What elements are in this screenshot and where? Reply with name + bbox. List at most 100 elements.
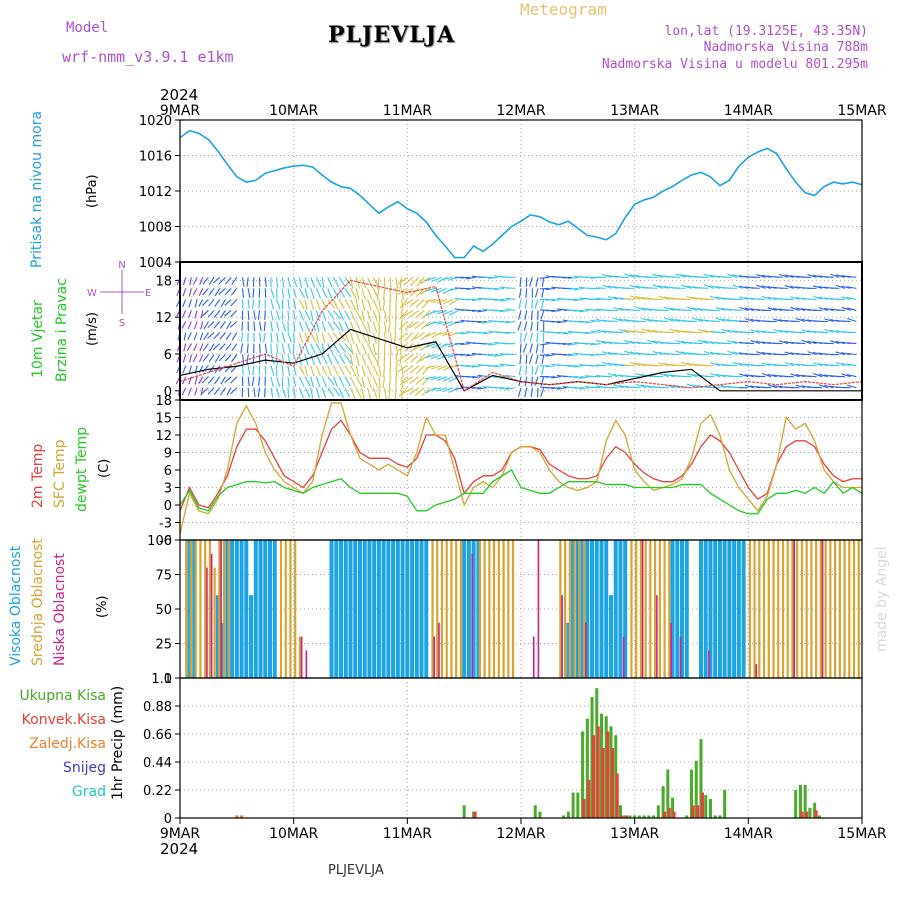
wind-barb: [721, 384, 732, 389]
wind-barb: [545, 287, 556, 291]
wind-barb: [415, 376, 425, 385]
cloud-mid-bar: [564, 540, 567, 678]
wind-barb: [824, 276, 834, 278]
wind-barb: [304, 288, 309, 300]
wind-barb: [382, 365, 386, 378]
wind-barb: [454, 320, 465, 324]
wind-barb: [252, 365, 255, 376]
cloud-high-bar: [698, 540, 703, 678]
precip-frz-bars: [235, 815, 244, 818]
wind-barb: [635, 296, 647, 300]
wind-barb: [841, 362, 851, 367]
cloud-high-bar: [362, 540, 367, 678]
wind-barb: [259, 332, 262, 343]
wind-barb: [430, 320, 442, 325]
wind-barb: [388, 310, 391, 323]
cloud-mid-bar: [838, 540, 841, 678]
wind-barb: [618, 318, 630, 323]
wind-barb: [220, 376, 226, 385]
wind-barb: [697, 329, 709, 334]
precip-total-bar: [794, 790, 798, 818]
wind-barb: [304, 299, 308, 311]
wind-barb: [726, 329, 738, 334]
precip-conv-bars: [473, 726, 818, 818]
wind-barb: [183, 332, 187, 341]
wind-barb: [596, 318, 607, 323]
cloud-high-bar: [741, 540, 746, 678]
cloud-low-bar: [300, 636, 303, 678]
cloud-mid-bar: [815, 540, 818, 678]
wind-barb: [505, 374, 516, 378]
panel-frame: [179, 677, 863, 819]
wind-barb: [531, 376, 533, 387]
wind-barb: [562, 331, 573, 335]
wind-barb: [784, 351, 794, 356]
pressure-unit-label: (hPa): [85, 174, 100, 208]
wind-barb: [812, 362, 823, 367]
wind-barb: [251, 376, 255, 387]
wind-barb: [321, 288, 328, 299]
wind-barb: [652, 340, 664, 345]
wind-barb: [607, 362, 618, 367]
wind-barb: [321, 332, 326, 344]
wind-barb: [276, 332, 279, 343]
wind-barb: [404, 321, 414, 331]
wind-barb: [416, 276, 425, 287]
bottom-date-label: 11MAR: [383, 826, 432, 842]
wind-barb: [270, 288, 275, 299]
wind-barb: [818, 363, 829, 367]
wind-barb: [524, 299, 528, 309]
wind-barb: [310, 288, 315, 299]
wind-barb: [709, 320, 720, 323]
wind-barb: [332, 354, 340, 365]
wind-barb: [384, 332, 386, 345]
wind-barb: [419, 354, 431, 362]
wind-barb: [355, 277, 360, 289]
wind-barb: [355, 299, 359, 311]
wind-barb: [756, 274, 766, 278]
wind-barb: [214, 365, 221, 374]
wind-barb: [287, 365, 291, 376]
wind-barb: [293, 310, 296, 321]
wind-barb: [778, 329, 789, 334]
wind-barb: [231, 343, 238, 352]
wind-barb: [389, 299, 391, 312]
wind-barb: [247, 376, 250, 387]
wind-barb: [613, 307, 624, 311]
wind-barb: [442, 298, 454, 305]
wind-barb: [395, 343, 399, 356]
cloud-mid-bar: [218, 540, 221, 678]
wind-barb: [436, 376, 448, 381]
wind-barb: [703, 329, 715, 334]
wind-barb: [349, 332, 355, 344]
precip-total-bar: [637, 815, 641, 818]
wind-barb: [182, 277, 187, 286]
wind-barb: [287, 288, 291, 299]
wind-barb: [344, 288, 352, 298]
wind-barb: [646, 329, 658, 334]
wind-barb: [562, 343, 573, 346]
cloud-high-bar: [272, 540, 277, 678]
wind-barb: [579, 309, 590, 313]
wind-barb: [355, 310, 363, 322]
wind-barb: [287, 343, 292, 354]
wind-barb: [394, 321, 397, 334]
wind-barb: [361, 376, 366, 389]
precip-legend-item: Grad: [72, 784, 106, 800]
wind-barb: [601, 274, 613, 278]
wind-barb: [251, 299, 255, 309]
wind-barb: [697, 287, 709, 289]
precip-conv-bar: [625, 815, 629, 818]
cloud-low-bar: [708, 650, 710, 678]
wind-barb: [389, 332, 393, 345]
wind-barb: [680, 351, 692, 356]
wind-barb: [367, 288, 373, 300]
cloud-high-bar: [234, 540, 239, 678]
wind-barb: [201, 376, 209, 384]
wind-barb: [436, 287, 448, 294]
wind-barb: [750, 385, 760, 389]
wind-barb: [812, 274, 823, 278]
cloud-mid-bar: [767, 540, 770, 678]
cloud-high-bar: [462, 540, 467, 678]
wind-barb: [675, 329, 686, 334]
